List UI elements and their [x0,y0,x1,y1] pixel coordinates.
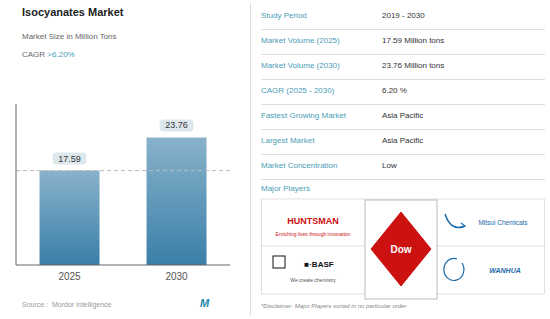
svg-text:WANHUA: WANHUA [489,267,521,274]
svg-text:Enriching lives through innova: Enriching lives through innovation [276,231,351,237]
html-text:*Disclaimer: Major Players sor: *Disclaimer: Major Players sorted in no … [261,303,407,309]
html-text:Asia Pacific: Asia Pacific [382,136,424,145]
svg-text:We create chemistry: We create chemistry [290,277,336,283]
html-text:CAGR (2025 - 2030): CAGR (2025 - 2030) [261,86,335,95]
svg-text:23.76: 23.76 [165,120,188,130]
html-text:M: M [200,297,210,309]
svg-text:HUNTSMAN: HUNTSMAN [287,216,339,226]
svg-text:Mitsui Chemicals: Mitsui Chemicals [478,219,528,226]
html-text:Market Concentration: Market Concentration [261,161,338,170]
svg-text:Dow: Dow [390,244,411,255]
svg-text:2025: 2025 [58,271,81,282]
html-text:2019 - 2030: 2019 - 2030 [382,11,425,20]
html-text:Largest Market: Largest Market [261,136,315,145]
html-text:Fastest Growing Market: Fastest Growing Market [261,111,346,120]
html-text:6.20 %: 6.20 % [382,86,407,95]
html-text:Study Period: Study Period [261,11,307,20]
svg-text:17.59: 17.59 [58,154,81,164]
html-text:Asia Pacific: Asia Pacific [382,111,424,120]
html-text:Market Volume (2030): Market Volume (2030) [261,61,340,70]
html-text:Market Size in Million Tons: Market Size in Million Tons [22,32,117,41]
svg-text:■·BASF: ■·BASF [304,260,333,269]
html-text:Source : Mordor Intelligence: Source : Mordor Intelligence [22,301,112,308]
svg-text:2030: 2030 [165,271,188,282]
html-text:CAGR >6.20%: CAGR >6.20% [22,50,75,59]
html-text:Market Volume (2025): Market Volume (2025) [261,36,340,45]
html-text:Low: Low [382,161,397,170]
html-text:17.59 Million tons: 17.59 Million tons [382,36,445,45]
html-text:Major Players: Major Players [261,184,310,193]
html-text:23.76 Million tons: 23.76 Million tons [382,61,445,70]
html-text:Isocyanates Market: Isocyanates Market [22,6,124,18]
